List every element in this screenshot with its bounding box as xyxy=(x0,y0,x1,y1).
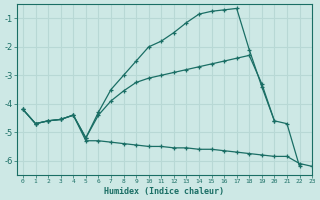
X-axis label: Humidex (Indice chaleur): Humidex (Indice chaleur) xyxy=(104,187,224,196)
